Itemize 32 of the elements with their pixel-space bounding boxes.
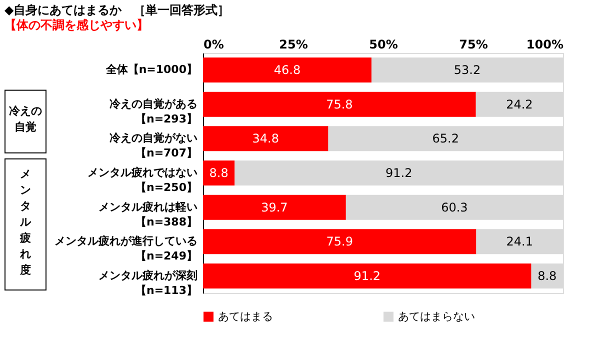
x-tick-label: 75% <box>459 38 488 52</box>
y-tick-label: メンタル疲れが進行している【n=249】 <box>54 234 198 263</box>
legend-label: あてはまる <box>218 310 273 323</box>
text: 冷えの自覚 <box>9 104 42 134</box>
y-tick-label: メンタル疲れが深刻【n=113】 <box>98 269 198 298</box>
text: 【体の不調を感じやすい】 <box>4 18 148 32</box>
data-label: 46.8 <box>274 62 301 77</box>
y-tick-label: メンタル疲れではない【n=250】 <box>88 166 198 194</box>
data-label: 34.8 <box>252 132 279 146</box>
data-label: 60.3 <box>441 200 468 214</box>
x-tick-label: 100% <box>526 38 564 52</box>
data-label: 24.2 <box>506 97 533 112</box>
data-label: 8.8 <box>538 269 557 284</box>
y-tick-label: 冷えの自覚がある【n=293】 <box>110 97 198 126</box>
x-tick-label: 25% <box>279 38 308 52</box>
text: メンタル疲れ度 <box>19 167 32 276</box>
data-label: 65.2 <box>432 132 459 146</box>
data-label: 91.2 <box>354 269 381 284</box>
data-label: 75.8 <box>326 97 353 112</box>
data-label: 53.2 <box>454 62 481 77</box>
data-label: 91.2 <box>385 166 412 180</box>
data-label: 8.8 <box>209 166 228 180</box>
legend-label: あてはまらない <box>398 310 475 323</box>
y-tick-label: メンタル疲れは軽い【n=388】 <box>98 200 198 228</box>
data-label: 39.7 <box>261 200 288 214</box>
x-tick-label: 50% <box>369 38 398 52</box>
x-tick-label: 0% <box>204 38 224 52</box>
data-label: 24.1 <box>506 234 533 249</box>
y-tick-label: 全体【n=1000】 <box>104 62 198 76</box>
chart-title: ◆自身にあてはまるか ［単一回答形式］ <box>4 3 230 17</box>
data-label: 75.9 <box>326 234 353 249</box>
y-tick-label: 冷えの自覚がない【n=707】 <box>110 132 198 160</box>
